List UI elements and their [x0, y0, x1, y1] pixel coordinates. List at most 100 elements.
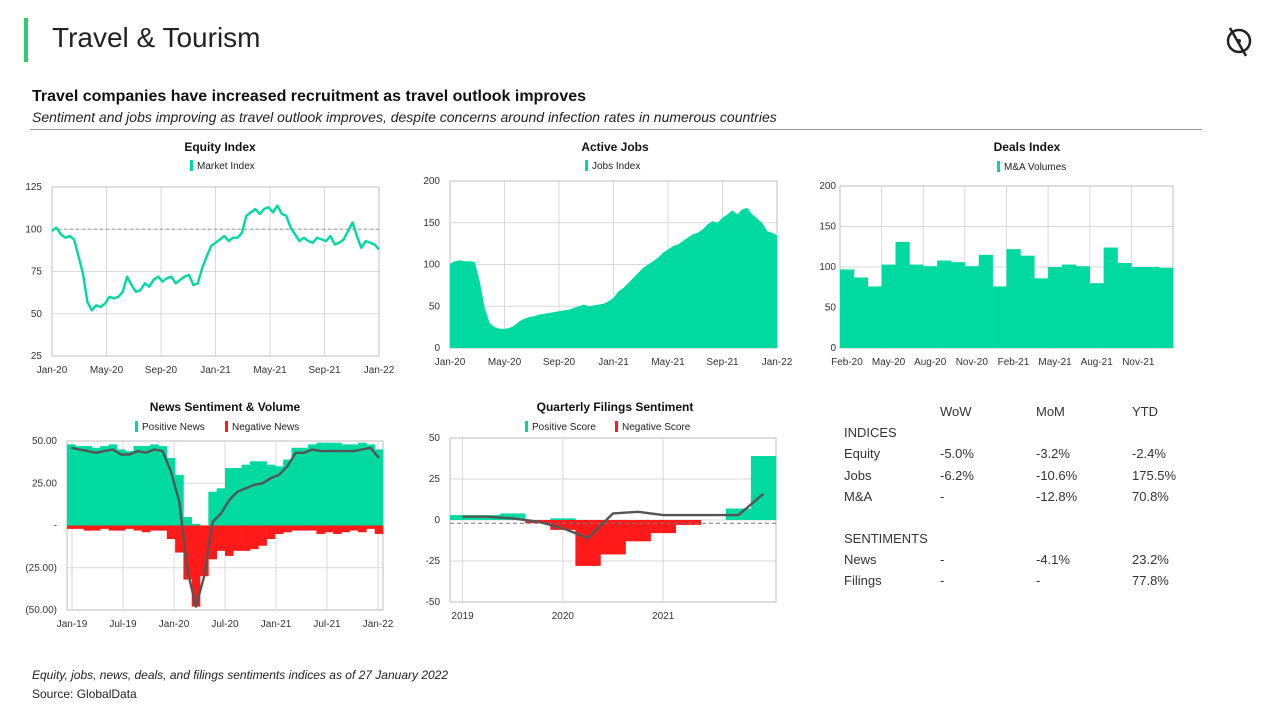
bar-negative-score: [675, 520, 702, 525]
bar-negative-news: [150, 525, 159, 531]
legend-label: Positive News: [142, 422, 205, 433]
bar-negative-news: [249, 525, 259, 550]
bar-Oct-21: [1117, 262, 1132, 348]
bar-positive-news: [316, 442, 326, 526]
brand-logo-icon: [1226, 27, 1252, 57]
news-sentiment-chart: News Sentiment & Volume Positive News Nega…: [20, 398, 395, 638]
legend-label: Negative Score: [622, 422, 691, 433]
y-tick-label: 100: [819, 262, 836, 273]
legend-swatch: [585, 160, 588, 171]
deals-chart-svg: Deals Index M&A Volumes 200 150 100 50 0 Feb-20…: [819, 140, 1174, 368]
bar-positive-news: [91, 447, 101, 526]
legend-label: Market Index: [197, 161, 255, 172]
bar-positive-news: [258, 461, 267, 526]
section-label-sentiments: SENTIMENTS: [844, 531, 928, 546]
bar-negative-score: [550, 520, 576, 530]
active-jobs-chart: Active Jobs Jobs Index 200 150 100 50 0 Jan-20 M…: [415, 138, 792, 383]
y-tick-label: 150: [819, 222, 836, 233]
stat-value: -: [940, 489, 945, 504]
bar-positive-news: [308, 444, 317, 526]
bar-positive-news: [208, 491, 217, 526]
bar-negative-news: [225, 525, 234, 556]
bar-positive-news: [333, 442, 342, 526]
bar-Aug-20: [923, 266, 938, 348]
stat-value: -10.6%: [1036, 468, 1078, 483]
bar-positive-news: [100, 446, 109, 526]
legend-swatch: [225, 421, 228, 432]
x-tick-label: Aug-21: [1081, 357, 1114, 368]
bar-Jul-20: [909, 264, 924, 348]
bar-Oct-20: [951, 262, 966, 348]
bar-negative-news: [299, 525, 309, 531]
bar-positive-news: [266, 464, 276, 526]
bar-negative-news: [316, 525, 326, 534]
legend-label: Jobs Index: [592, 161, 640, 172]
bar-positive-news: [349, 444, 359, 526]
y-tick-label: 100: [423, 260, 440, 271]
bar-negative-news: [208, 525, 217, 560]
bar-negative-news: [108, 525, 118, 531]
bar-positive-news: [341, 444, 351, 526]
y-tick-label: 25.00: [32, 478, 57, 489]
x-tick-label: Feb-21: [998, 357, 1030, 368]
summary-stats-table: WoW MoM YTD INDICES Equity -5.0% -3.2% -…: [840, 400, 1220, 600]
stat-value: -4.1%: [1036, 552, 1070, 567]
bar-negative-news: [274, 525, 284, 534]
subheadline: Sentiment and jobs improving as travel o…: [32, 109, 777, 125]
stat-value: -12.8%: [1036, 489, 1078, 504]
y-tick-label: 200: [423, 176, 440, 187]
bar-negative-news: [324, 525, 334, 533]
bar-negative-news: [216, 525, 226, 551]
plot-frame: [51, 186, 380, 357]
jobs-chart-svg: Active Jobs Jobs Index 200 150 100 50 0 Jan-20 M…: [423, 140, 792, 368]
bar-negative-news: [233, 525, 242, 551]
bar-positive-news: [374, 449, 384, 526]
legend-swatch: [997, 161, 1000, 172]
bar-positive-news: [183, 517, 193, 526]
bar-negative-score: [650, 520, 676, 534]
bar-negative-news: [241, 525, 251, 551]
bar-negative-score: [575, 520, 601, 566]
section-label-indices: INDICES: [844, 425, 897, 440]
y-tick-label: 50: [31, 309, 43, 320]
bar-negative-news: [200, 525, 209, 577]
y-tick-label: 50.00: [32, 436, 57, 447]
bar-positive-news: [366, 444, 375, 526]
bar-positive-news: [274, 466, 284, 526]
bar-Nov-20: [964, 266, 980, 348]
legend-label: Positive Score: [532, 422, 596, 433]
bar-negative-news: [366, 525, 375, 529]
series-area-jobs-index: [450, 207, 777, 348]
y-tick-label: 25: [31, 351, 43, 362]
deals-index-chart: Deals Index M&A Volumes 200 150 100 50 0 Feb-20…: [810, 138, 1190, 383]
chart-title: Active Jobs: [581, 140, 649, 154]
bar-Apr-20: [867, 286, 882, 348]
series-line-net-sentiment: [70, 446, 380, 608]
bar-Jan-22: [1159, 267, 1174, 348]
bar-Jun-20: [895, 241, 910, 348]
source-note: Source: GlobalData: [32, 687, 137, 701]
bar-negative-news: [67, 525, 76, 529]
y-tick-label: -50: [426, 597, 441, 608]
bar-negative-news: [333, 525, 342, 534]
x-tick-label: Jul-21: [313, 619, 341, 630]
y-tick-label: 200: [819, 181, 836, 192]
bar-negative-news: [308, 525, 317, 531]
bar-negative-news: [341, 525, 351, 533]
y-tick-label: -: [54, 521, 57, 532]
y-tick-label: (50.00): [25, 605, 57, 616]
legend-label: M&A Volumes: [1004, 162, 1066, 173]
chart-title: Deals Index: [994, 140, 1061, 154]
bar-negative-news: [358, 525, 367, 533]
bar-positive-news: [108, 444, 118, 526]
title-accent-bar: [24, 18, 28, 62]
bar-positive-news: [291, 447, 301, 526]
x-tick-label: Jan-21: [200, 365, 231, 376]
bar-positive-score: [550, 518, 576, 520]
bar-May-20: [881, 264, 896, 348]
bar-negative-news: [266, 525, 276, 540]
x-tick-label: Jan-20: [435, 357, 466, 368]
header-divider: [30, 129, 1202, 130]
bar-positive-news: [233, 468, 242, 526]
x-tick-label: Jan-21: [598, 357, 629, 368]
